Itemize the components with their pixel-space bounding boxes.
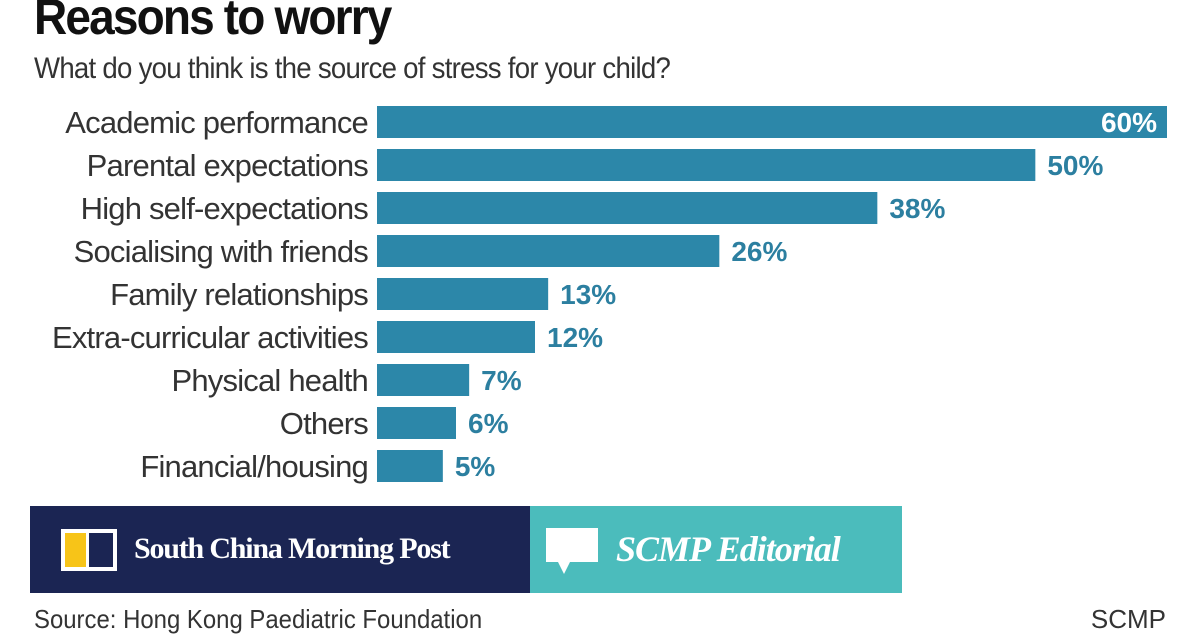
section-name: SCMP Editorial: [616, 529, 841, 569]
category-label: High self-expectations: [81, 191, 369, 226]
category-label: Others: [280, 406, 369, 441]
chart-subtitle: What do you think is the source of stres…: [34, 52, 671, 85]
chart-title: Reasons to worry: [34, 0, 392, 45]
category-label: Financial/housing: [140, 449, 368, 484]
value-label: 26%: [731, 236, 787, 267]
bar: [377, 364, 470, 396]
category-label: Parental expectations: [87, 148, 369, 183]
scmp-logo-icon: [61, 529, 117, 571]
bar: [377, 407, 456, 439]
value-label: 7%: [481, 365, 522, 396]
value-label: 13%: [560, 279, 616, 310]
source-note: Source: Hong Kong Paediatric Foundation: [34, 604, 483, 634]
value-label: 60%: [1101, 107, 1157, 138]
editorial-banner[interactable]: SCMP Editorial: [530, 506, 902, 593]
bar: [377, 321, 535, 353]
category-label: Extra-curricular activities: [52, 320, 368, 355]
credit: SCMP: [1090, 604, 1166, 634]
category-label: Physical health: [171, 363, 368, 398]
bar: [377, 278, 549, 310]
bar: [377, 192, 878, 224]
brand-name: South China Morning Post: [134, 532, 451, 565]
value-label: 5%: [455, 451, 496, 482]
category-label: Family relationships: [110, 277, 368, 312]
speech-bubble-icon: [546, 528, 598, 574]
category-label: Socialising with friends: [74, 234, 369, 269]
value-label: 12%: [547, 322, 603, 353]
bar: [377, 106, 1167, 138]
bar: [377, 450, 443, 482]
value-label: 50%: [1047, 150, 1103, 181]
scmp-brand-banner[interactable]: South China Morning Post: [30, 506, 530, 593]
category-label: Academic performance: [65, 105, 368, 140]
bar: [377, 149, 1036, 181]
value-label: 38%: [889, 193, 945, 224]
bar: [377, 235, 720, 267]
value-label: 6%: [468, 408, 509, 439]
